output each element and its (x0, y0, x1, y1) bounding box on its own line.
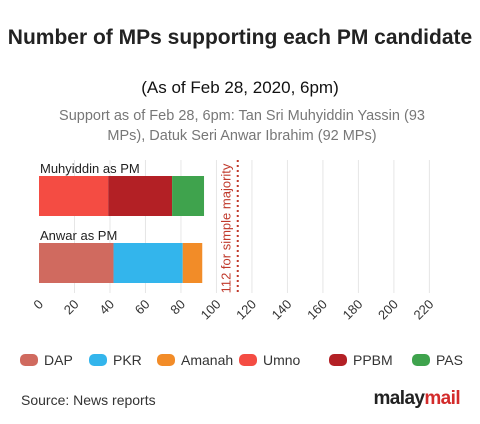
logo-part2: mail (424, 388, 460, 409)
x-tick-label: 140 (269, 297, 295, 323)
legend-item-pas: PAS (412, 350, 463, 370)
bar-ppbm-muhyiddin (108, 176, 173, 216)
x-tick-label: 220 (411, 297, 437, 323)
category-label: Muhyiddin as PM (40, 161, 140, 176)
legend-item-amanah: Amanah (157, 350, 233, 370)
bar-dap-anwar (39, 243, 114, 283)
legend-swatch (412, 354, 430, 366)
x-tick-label: 180 (340, 297, 366, 323)
legend-swatch (20, 354, 38, 366)
legend-swatch (329, 354, 347, 366)
logo-part1: malay (373, 388, 425, 409)
category-label: Anwar as PM (40, 228, 117, 243)
legend-swatch (157, 354, 175, 366)
legend-item-dap: DAP (20, 350, 73, 370)
chart-legend: DAP PKR Amanah Umno PPBM PAS (20, 350, 470, 370)
malaymail-logo: malaymail (374, 388, 461, 410)
legend-swatch (89, 354, 107, 366)
bar-chart: Muhyiddin as PM Anwar as PM 112 for simple… (30, 160, 437, 323)
bar-pas-muhyiddin (172, 176, 205, 216)
legend-label: PAS (436, 352, 463, 368)
legend-label: PPBM (353, 352, 393, 368)
legend-label: Amanah (181, 352, 234, 368)
legend-label: DAP (44, 352, 73, 368)
x-tick-label: 160 (304, 297, 330, 323)
x-tick-label: 20 (61, 297, 82, 318)
x-tick-label: 200 (375, 297, 401, 323)
bar-umno-muhyiddin (39, 176, 109, 216)
x-tick-label: 0 (30, 297, 46, 313)
chart-subtitle: (As of Feb 28, 2020, 6pm) (141, 78, 339, 97)
bar-pkr-anwar (113, 243, 183, 283)
x-tick-label: 100 (198, 297, 224, 323)
legend-label: PKR (113, 352, 142, 368)
x-tick-label: 120 (233, 297, 259, 323)
x-tick-label: 40 (96, 297, 117, 318)
chart-title: Number of MPs supporting each PM candida… (7, 26, 473, 49)
x-tick-label: 60 (132, 297, 153, 318)
legend-label: Umno (263, 352, 301, 368)
bar-amanah-anwar (182, 243, 203, 283)
legend-item-umno: Umno (239, 350, 300, 370)
legend-swatch (239, 354, 257, 366)
legend-item-ppbm: PPBM (329, 350, 393, 370)
chart-description: Support as of Feb 28, 6pm: Tan Sri Muhyi… (59, 108, 425, 144)
x-tick-label: 80 (167, 297, 188, 318)
majority-label: 112 for simple majority (219, 163, 234, 293)
source-note: Source: News reports (21, 392, 156, 408)
legend-item-pkr: PKR (89, 350, 142, 370)
